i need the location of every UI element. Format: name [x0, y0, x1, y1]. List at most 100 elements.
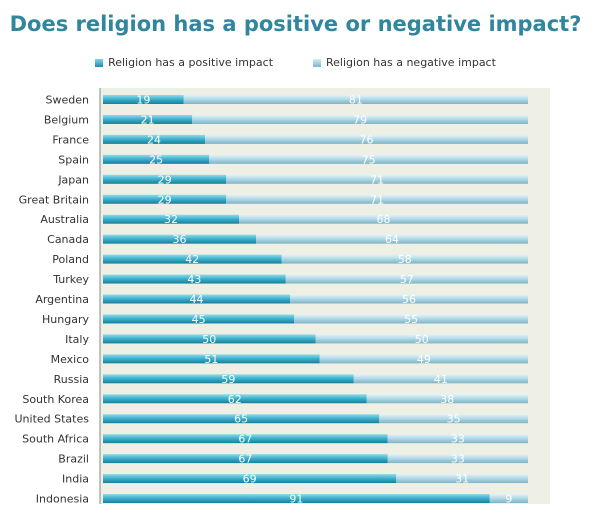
bar-positive [103, 454, 388, 464]
bar-negative [366, 394, 528, 404]
category-label: Mexico [51, 353, 90, 366]
category-label: Russia [54, 373, 89, 386]
category-label: Poland [52, 253, 89, 266]
value-label-positive: 67 [238, 433, 252, 446]
value-label-positive: 42 [185, 253, 199, 266]
bar-positive [103, 134, 205, 144]
value-label-positive: 25 [149, 153, 163, 166]
value-label-positive: 21 [141, 113, 155, 126]
legend-item-positive: Religion has a positive impact [95, 56, 273, 69]
value-label-negative: 38 [440, 393, 454, 406]
category-label: France [52, 133, 89, 146]
bar-positive [103, 474, 397, 484]
value-label-negative: 35 [447, 413, 461, 426]
value-label-negative: 79 [353, 113, 367, 126]
bar-negative [315, 334, 528, 344]
bar-positive [103, 234, 256, 244]
value-label-positive: 50 [202, 333, 216, 346]
category-label: Sweden [46, 94, 89, 107]
value-label-negative: 33 [451, 453, 465, 466]
category-label: South Korea [22, 393, 89, 406]
bar-positive [103, 95, 184, 104]
category-label: Japan [57, 173, 89, 186]
value-label-negative: 41 [434, 373, 448, 386]
bar-negative [319, 354, 528, 364]
value-label-negative: 75 [362, 153, 376, 166]
bar-negative [239, 214, 528, 224]
bar-negative [290, 294, 528, 304]
category-label: Great Britain [19, 193, 89, 206]
bar-negative [256, 234, 528, 244]
legend: Religion has a positive impact Religion … [0, 56, 591, 69]
value-label-positive: 19 [136, 94, 150, 107]
value-label-negative: 57 [400, 273, 414, 286]
value-label-positive: 29 [158, 173, 172, 186]
bar-negative [285, 274, 528, 284]
bar-positive [103, 394, 367, 404]
legend-item-negative: Religion has a negative impact [313, 56, 496, 69]
category-label: Belgium [44, 113, 89, 126]
value-label-positive: 65 [234, 413, 248, 426]
bar-negative [209, 154, 528, 164]
bar-positive [103, 314, 295, 324]
value-label-negative: 9 [505, 493, 512, 506]
value-label-negative: 58 [398, 253, 412, 266]
bar-positive [103, 154, 210, 164]
value-label-negative: 76 [360, 133, 374, 146]
value-label-positive: 24 [147, 133, 161, 146]
bar-positive [103, 214, 239, 224]
category-label: Spain [58, 153, 89, 166]
value-label-positive: 59 [221, 373, 235, 386]
legend-swatch-negative [313, 58, 322, 67]
bar-positive [103, 334, 316, 344]
value-label-positive: 45 [192, 313, 206, 326]
category-label: Argentina [35, 293, 89, 306]
value-label-negative: 56 [402, 293, 416, 306]
bar-positive [103, 194, 227, 204]
bar-positive [103, 174, 227, 184]
category-label: South Africa [22, 433, 89, 446]
bar-negative [226, 194, 528, 204]
bar-negative [387, 454, 528, 464]
bar-negative [183, 95, 528, 104]
value-label-positive: 62 [228, 393, 242, 406]
bar-positive [103, 114, 193, 124]
value-label-negative: 68 [377, 213, 391, 226]
bar-positive [103, 434, 388, 444]
bar-positive [103, 374, 354, 384]
value-label-positive: 67 [238, 453, 252, 466]
bar-positive [103, 254, 282, 264]
value-label-negative: 33 [451, 433, 465, 446]
value-label-positive: 29 [158, 193, 172, 206]
value-label-negative: 49 [417, 353, 431, 366]
bar-negative [205, 134, 528, 144]
value-label-positive: 44 [190, 293, 204, 306]
value-label-positive: 91 [289, 493, 303, 506]
bar-negative [353, 374, 528, 384]
category-label: Australia [40, 213, 89, 226]
legend-label-positive: Religion has a positive impact [108, 56, 274, 69]
category-label: Indonesia [36, 493, 89, 506]
value-label-positive: 36 [173, 233, 187, 246]
value-label-negative: 71 [370, 193, 384, 206]
bar-negative [387, 434, 528, 444]
legend-label-negative: Religion has a negative impact [326, 56, 496, 69]
category-label: Turkey [52, 273, 89, 286]
bar-negative [226, 174, 528, 184]
bar-negative [379, 414, 528, 424]
bar-negative [294, 314, 528, 324]
bar-positive [103, 274, 286, 284]
legend-swatch-positive [95, 58, 104, 67]
bar-negative [396, 474, 528, 484]
bar-negative [489, 494, 528, 503]
bar-negative [281, 254, 528, 264]
value-label-positive: 51 [204, 353, 218, 366]
value-label-positive: 43 [187, 273, 201, 286]
bar-positive [103, 294, 290, 304]
category-label: United States [15, 413, 90, 426]
value-label-negative: 71 [370, 173, 384, 186]
value-label-negative: 50 [415, 333, 429, 346]
bar-positive [103, 354, 320, 364]
value-label-negative: 64 [385, 233, 399, 246]
